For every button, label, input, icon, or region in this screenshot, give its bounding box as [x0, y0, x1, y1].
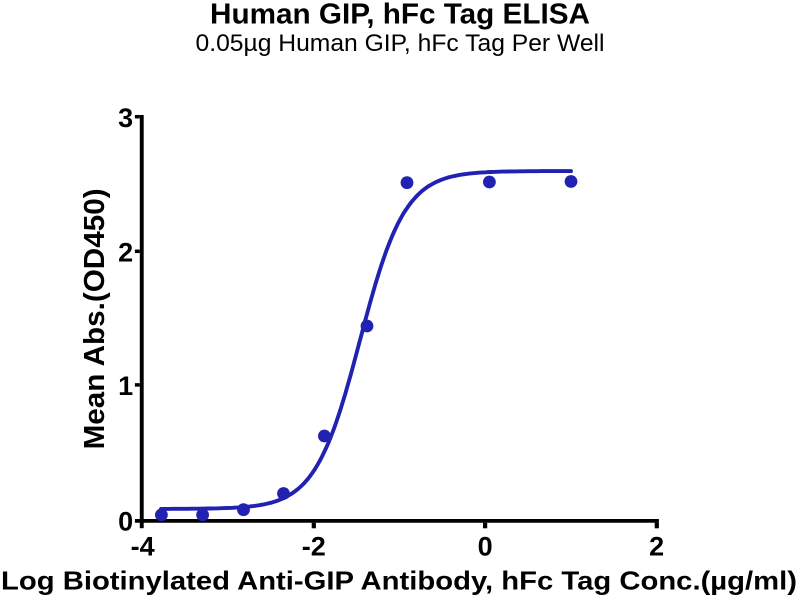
svg-text:-4: -4: [131, 532, 155, 562]
svg-text:Human GIP, hFc Tag ELISA: Human GIP, hFc Tag ELISA: [210, 0, 590, 30]
svg-text:Log Biotinylated Anti-GIP Anti: Log Biotinylated Anti-GIP Antibody, hFc …: [1, 568, 797, 596]
svg-text:2: 2: [118, 238, 133, 268]
svg-text:0: 0: [118, 507, 133, 537]
svg-text:-2: -2: [302, 532, 326, 562]
svg-text:1: 1: [118, 371, 133, 401]
svg-text:Mean Abs.(OD450): Mean Abs.(OD450): [78, 188, 110, 449]
svg-text:2: 2: [649, 532, 664, 562]
svg-text:3: 3: [118, 103, 133, 133]
svg-text:0.05µg Human GIP, hFc Tag Per: 0.05µg Human GIP, hFc Tag Per Well: [196, 30, 605, 57]
svg-text:0: 0: [478, 532, 493, 562]
